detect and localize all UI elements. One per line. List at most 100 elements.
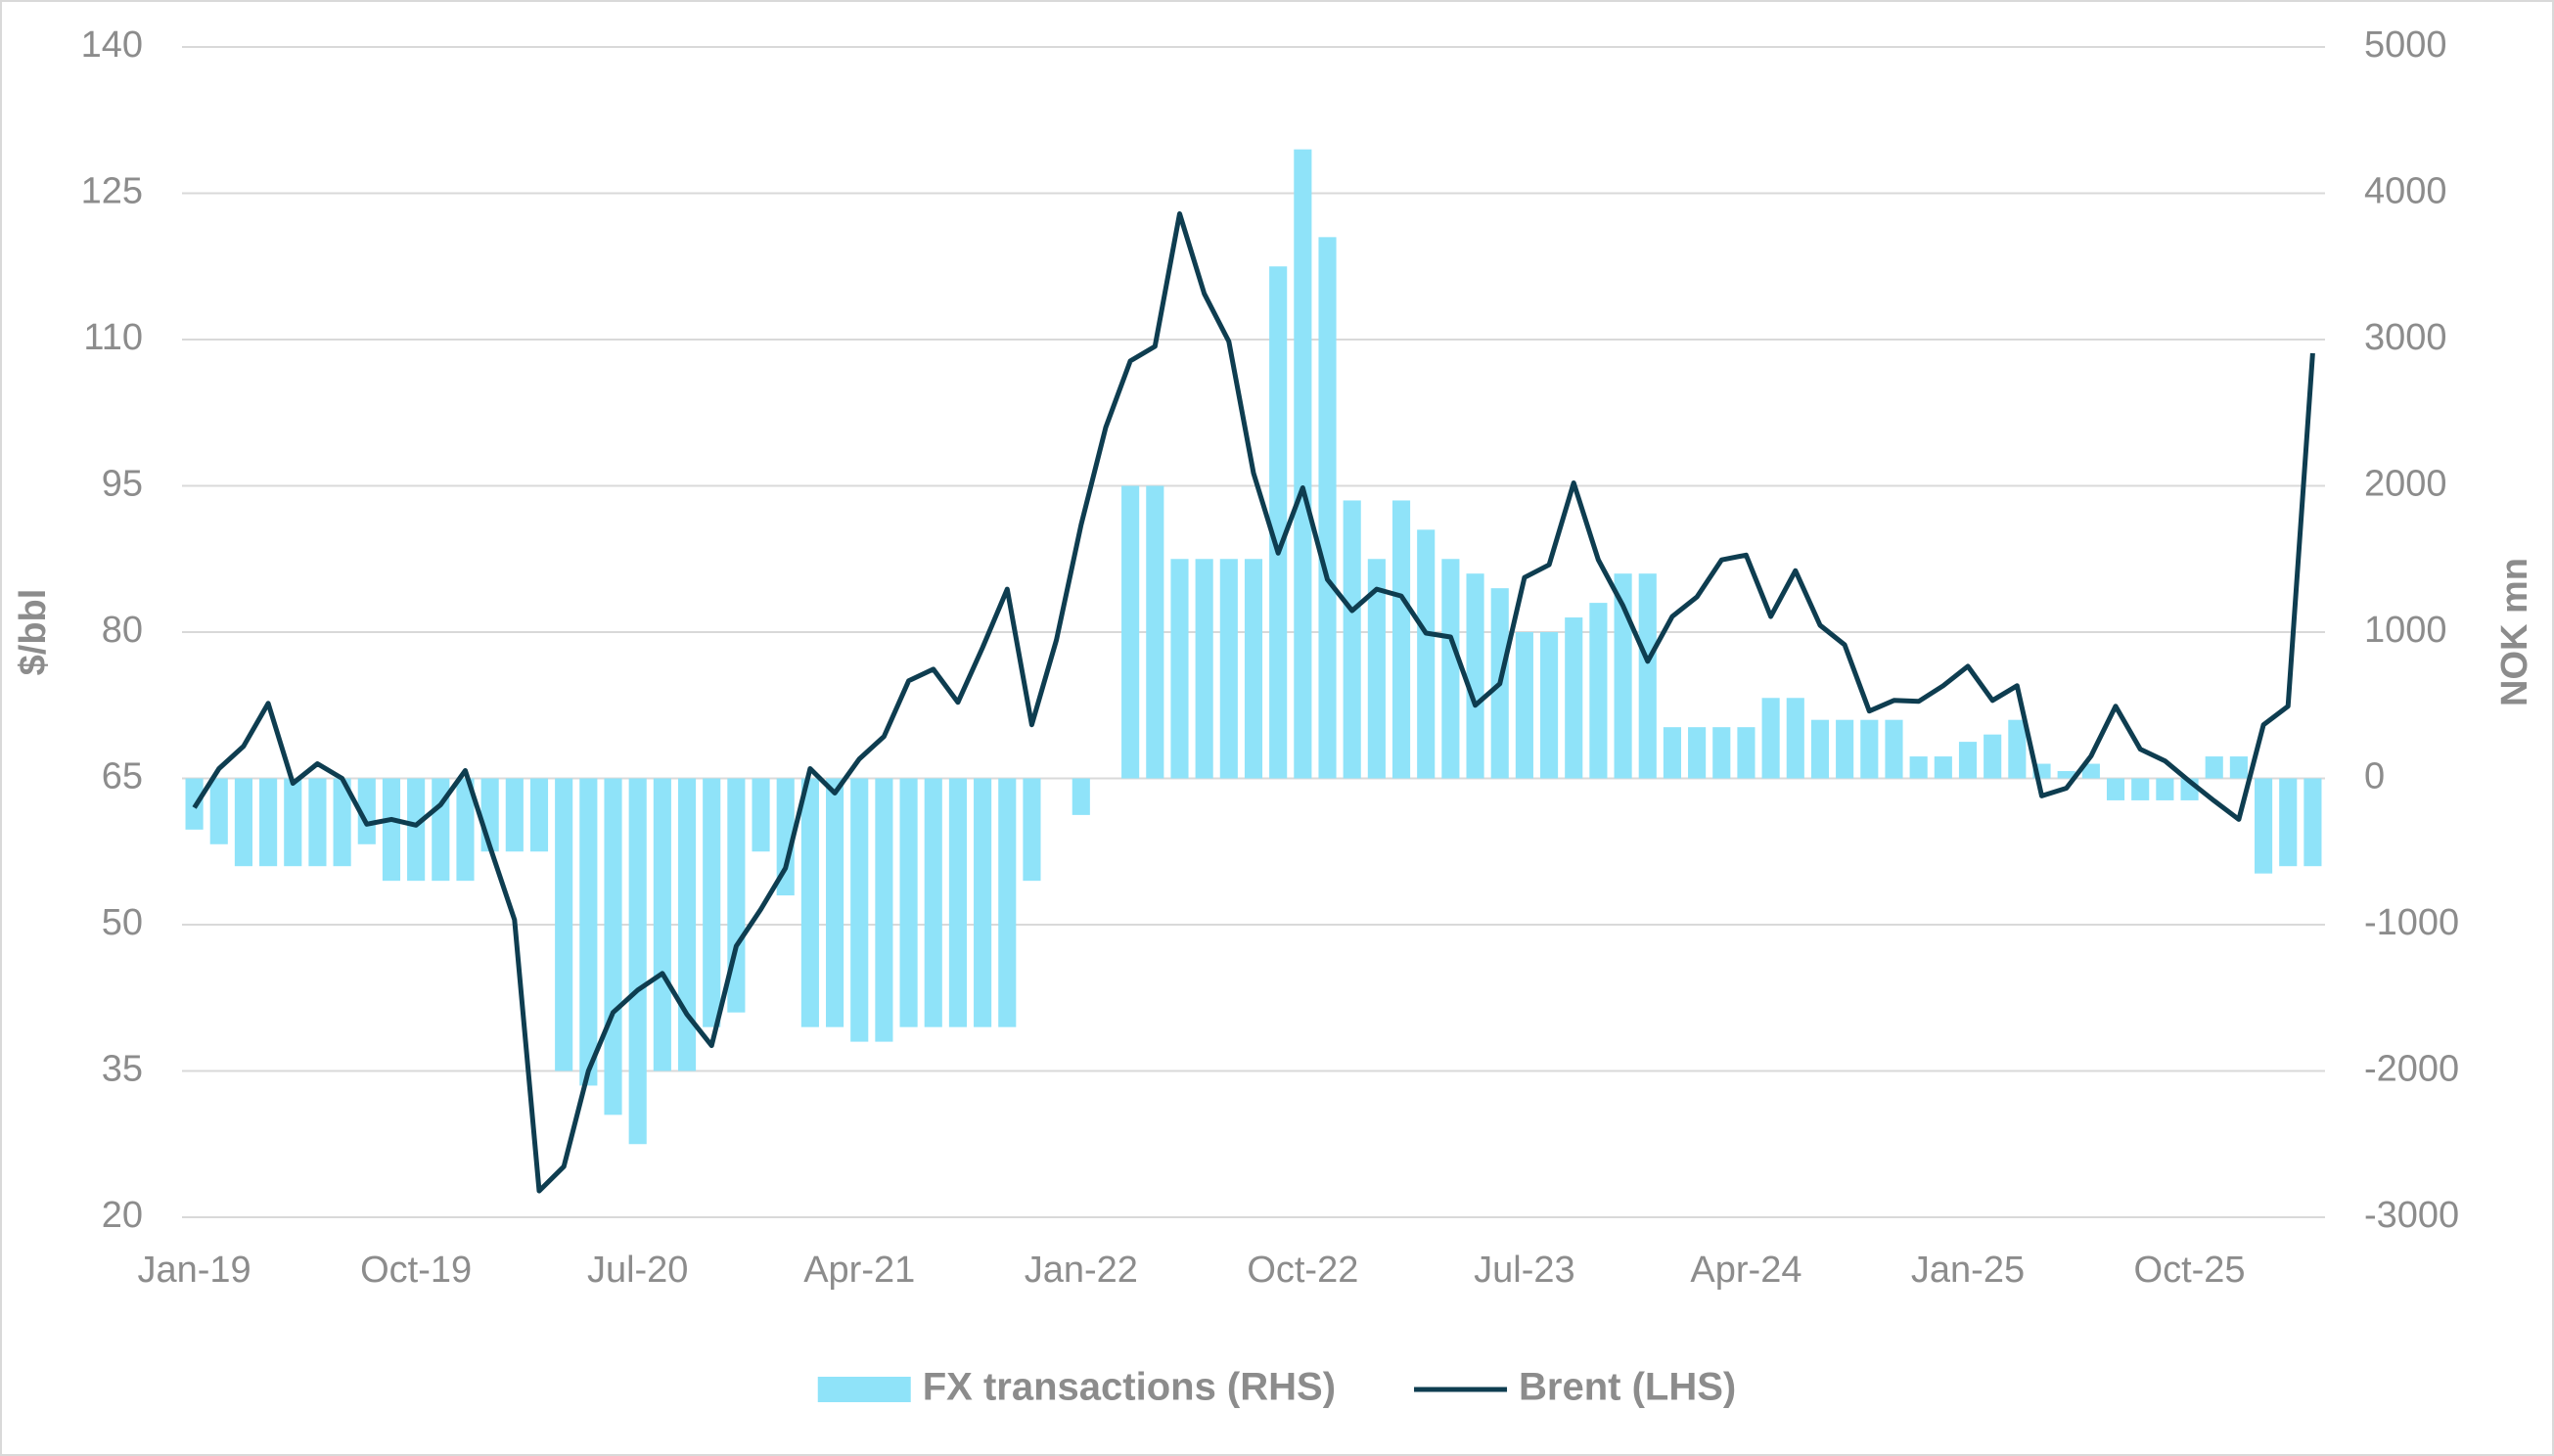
bar — [1885, 719, 1903, 779]
y-tick-label: 50 — [102, 902, 143, 943]
y2-axis-title: NOK mn — [2494, 558, 2535, 706]
bar — [1121, 485, 1140, 779]
bar — [1761, 698, 1780, 779]
x-tick-label: Jul-23 — [1474, 1250, 1575, 1291]
bar — [284, 778, 302, 867]
bar — [1515, 632, 1533, 779]
bar — [1712, 727, 1731, 779]
bar — [826, 778, 844, 1027]
bar — [505, 778, 524, 852]
bar — [1540, 632, 1559, 779]
bar — [604, 778, 622, 1115]
x-tick-label: Oct-19 — [360, 1250, 472, 1291]
y-tick-label: 80 — [102, 610, 143, 651]
bar — [579, 778, 598, 1086]
bar — [1441, 559, 1460, 779]
y2-tick-label: -2000 — [2364, 1049, 2459, 1090]
bar — [1219, 559, 1238, 779]
x-tick-label: Oct-22 — [1247, 1250, 1358, 1291]
bar — [1391, 500, 1411, 779]
bar — [1466, 573, 1484, 779]
bar — [998, 778, 1017, 1027]
bar — [2303, 778, 2322, 867]
bar — [2205, 756, 2223, 779]
bar — [1958, 742, 1978, 779]
bar — [1318, 237, 1337, 779]
bar — [1860, 719, 1879, 779]
legend-label: FX transactions (RHS) — [923, 1366, 1336, 1409]
bar — [974, 778, 992, 1027]
bar — [1294, 149, 1312, 779]
y2-tick-label: 2000 — [2364, 464, 2447, 505]
bar — [850, 778, 869, 1042]
y-tick-label: 95 — [102, 464, 143, 505]
bar — [1589, 603, 1608, 779]
bar — [2279, 778, 2298, 867]
x-tick-label: Apr-24 — [1690, 1250, 1801, 1291]
bar — [1367, 559, 1386, 779]
y2-tick-label: -3000 — [2364, 1195, 2459, 1236]
y2-tick-label: 0 — [2364, 756, 2385, 797]
bar — [752, 778, 770, 852]
bar — [1146, 485, 1164, 779]
bar — [308, 778, 327, 867]
y2-tick-label: 3000 — [2364, 317, 2447, 358]
y-tick-label: 35 — [102, 1049, 143, 1090]
bar — [1737, 727, 1756, 779]
bar — [259, 778, 278, 867]
bar — [2057, 771, 2075, 779]
bar — [1934, 756, 1952, 779]
y2-tick-label: 4000 — [2364, 171, 2447, 212]
legend-swatch — [817, 1377, 911, 1402]
y-tick-label: 125 — [81, 171, 143, 212]
y-tick-label: 140 — [81, 24, 143, 66]
legend-label: Brent (LHS) — [1519, 1366, 1736, 1409]
x-tick-label: Jan-22 — [1025, 1250, 1138, 1291]
y-axis-title: $/bbl — [13, 589, 54, 676]
x-tick-label: Jan-19 — [137, 1250, 251, 1291]
bar — [1984, 734, 2002, 779]
bar — [456, 778, 475, 882]
bar — [1638, 573, 1657, 779]
bar — [1836, 719, 1854, 779]
bar — [703, 778, 721, 1027]
bar — [2156, 778, 2174, 800]
y-tick-label: 65 — [102, 756, 143, 797]
bar — [2081, 763, 2100, 779]
bar — [1170, 559, 1189, 779]
x-tick-label: Apr-21 — [803, 1250, 915, 1291]
bar — [1244, 559, 1263, 779]
bar — [1614, 573, 1632, 779]
bar — [382, 778, 401, 882]
bar — [1269, 266, 1288, 779]
bar — [899, 778, 918, 1027]
bar — [1663, 727, 1681, 779]
y2-tick-label: 5000 — [2364, 24, 2447, 66]
bar — [1023, 778, 1041, 882]
bar — [1072, 778, 1090, 815]
bar — [1909, 756, 1928, 779]
bar — [234, 778, 252, 867]
bar — [333, 778, 351, 867]
bar — [653, 778, 671, 1071]
y2-tick-label: -1000 — [2364, 902, 2459, 943]
bar — [628, 778, 647, 1145]
bar — [1688, 727, 1707, 779]
bar — [2229, 756, 2248, 779]
y2-tick-label: 1000 — [2364, 610, 2447, 651]
bar — [800, 778, 819, 1027]
bar — [407, 778, 426, 882]
bar — [2106, 778, 2125, 800]
x-tick-label: Jan-25 — [1911, 1250, 2025, 1291]
bar — [357, 778, 376, 844]
y-tick-label: 110 — [83, 317, 143, 358]
bar — [432, 778, 450, 882]
y-tick-label: 20 — [102, 1195, 143, 1236]
bar — [555, 778, 573, 1071]
bar — [2255, 778, 2273, 874]
bar — [1810, 719, 1830, 779]
bar — [1565, 617, 1583, 779]
bar — [1195, 559, 1213, 779]
bar — [1417, 529, 1436, 779]
